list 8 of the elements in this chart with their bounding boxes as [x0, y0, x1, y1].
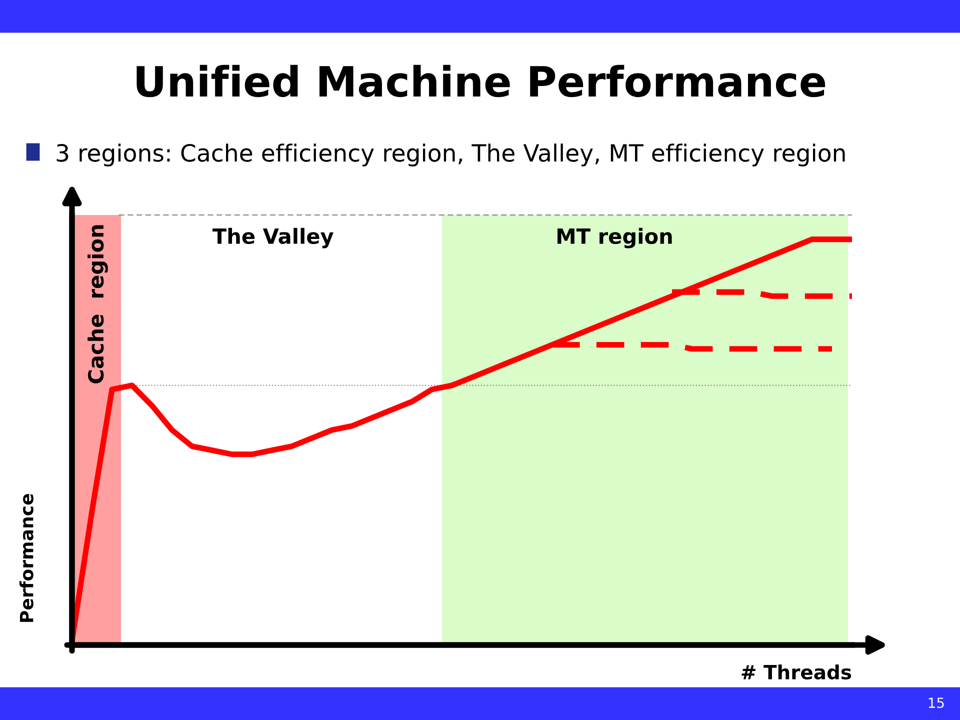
annotation: MT region — [558, 228, 672, 248]
annotation: The Valley — [212, 228, 334, 248]
chart-title: Unified Machine Performance — [136, 64, 826, 98]
chart-subtitle: 3 regions: Cache efficiency region, The Valley, MT efficiency region — [56, 144, 845, 166]
y-axis-title: Performance — [19, 494, 34, 622]
x-axis-title: # Threads — [742, 664, 852, 680]
text: 15 — [928, 698, 944, 708]
annotation: Cache region — [88, 225, 108, 384]
